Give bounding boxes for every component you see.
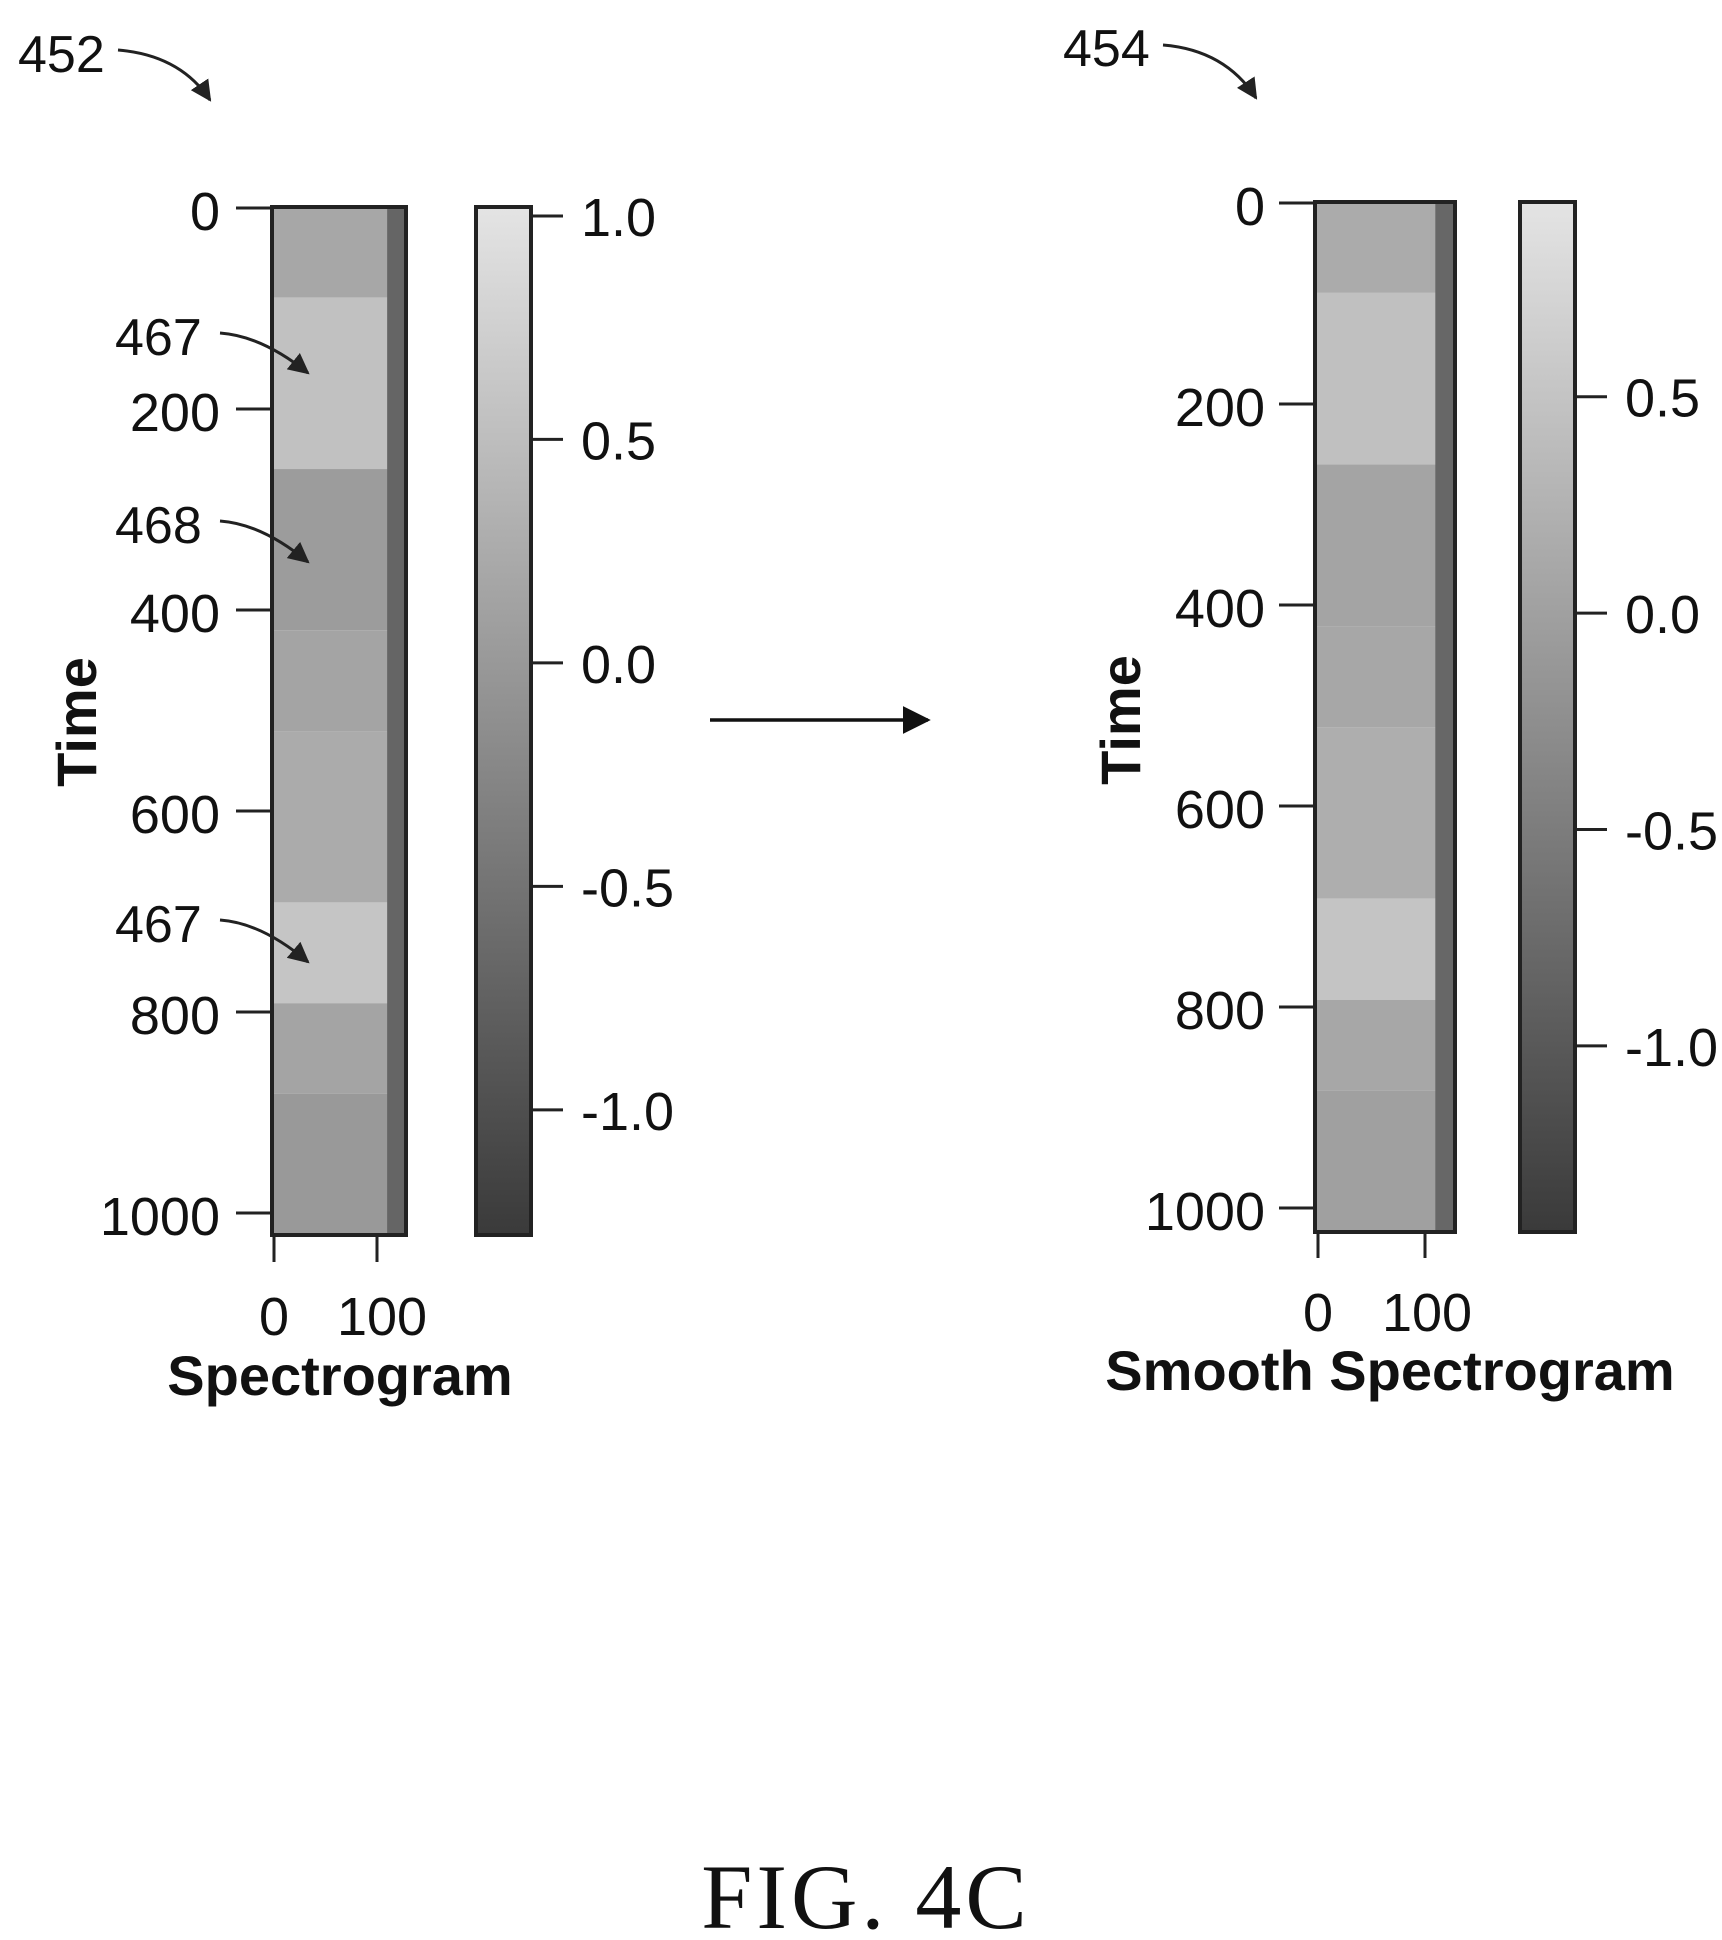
colorbar-tick-label: -1.0 (581, 1082, 674, 1142)
y-tick-label: 0 (190, 182, 220, 242)
annotation-label: 467 (115, 896, 202, 954)
y-tick-label: 800 (130, 986, 220, 1046)
colorbar-tick-label: 0.5 (1625, 369, 1700, 429)
heatmap-cell (272, 207, 406, 298)
colorbar-ticks: 0.5 0.0 -0.5 -1.0 (1575, 369, 1718, 1078)
heatmap-cell (1315, 898, 1455, 1000)
figure-ref-label: 454 (1063, 20, 1150, 78)
heatmap-cell (1315, 202, 1455, 293)
annotation-label: 468 (115, 497, 202, 555)
annotation-arrow (219, 331, 310, 375)
x-tick-label: 0 (1303, 1283, 1333, 1343)
figure-ref-label: 452 (18, 26, 105, 84)
y-axis-title: Time (45, 657, 108, 787)
colorbar-tick-label: 0.0 (1625, 585, 1700, 645)
annotation-arrow (219, 918, 310, 964)
y-tick-label: 1000 (100, 1187, 220, 1247)
colorbar-tick-label: 0.0 (581, 635, 656, 695)
colorbar-tick-label: -1.0 (1625, 1018, 1718, 1078)
annotation-label: 467 (115, 309, 202, 367)
colorbar-tick-label: -0.5 (1625, 802, 1718, 862)
heatmap-cell (272, 1093, 406, 1235)
y-axis-title: Time (1089, 655, 1152, 785)
heatmap-cell (1315, 292, 1455, 465)
heatmap-cell (1315, 999, 1455, 1091)
heatmap-cell (1315, 464, 1455, 627)
y-tick-label: 0 (1235, 177, 1265, 237)
heatmap-cell (1315, 626, 1455, 728)
x-tick-label: 0 (259, 1287, 289, 1347)
heatmap-cell (1435, 202, 1455, 1232)
heatmap-cell (1315, 727, 1455, 899)
spectrogram-panel: 452 0 200 400 600 800 1000 Time 0 100 Sp… (18, 26, 674, 1407)
y-tick-label: 600 (1175, 780, 1265, 840)
time-axis: 0 200 400 600 800 1000 Time (1089, 177, 1315, 1242)
x-tick-label: 100 (337, 1287, 427, 1347)
figure-caption: FIG. 4C (701, 1846, 1031, 1940)
smooth-spectrogram-plot-frame (1313, 200, 1457, 1234)
colorbar-ticks: 1.0 0.5 0.0 -0.5 -1.0 (531, 188, 674, 1142)
spectrogram-annotations: 467 468 467 (115, 309, 310, 964)
y-tick-label: 400 (1175, 579, 1265, 639)
figure-ref-arrow (1162, 43, 1258, 100)
colorbar-tick-label: 1.0 (581, 188, 656, 248)
colorbar-scale (474, 205, 533, 1237)
heatmap-cell (272, 297, 406, 470)
smooth-spectrogram-heatmap (1315, 202, 1455, 1232)
x-tick-label: 100 (1382, 1283, 1472, 1343)
annotation-arrow (219, 519, 310, 564)
colorbar-scale (1518, 200, 1577, 1234)
heatmap-cell (272, 630, 406, 732)
heatmap-cell (272, 902, 406, 1004)
heatmap-cell (1315, 1090, 1455, 1232)
x-axis-title: Spectrogram (167, 1344, 512, 1407)
colorbar: 0.5 0.0 -0.5 -1.0 (1518, 200, 1718, 1234)
y-tick-label: 400 (130, 584, 220, 644)
y-tick-label: 800 (1175, 981, 1265, 1041)
heatmap-cell (272, 731, 406, 903)
time-axis: 0 200 400 600 800 1000 Time (45, 182, 272, 1247)
frequency-axis: 0 100 Spectrogram (167, 1235, 513, 1407)
frequency-axis: 0 100 Smooth Spectrogram (1105, 1232, 1675, 1402)
colorbar: 1.0 0.5 0.0 -0.5 -1.0 (474, 188, 674, 1237)
spectrogram-heatmap (272, 207, 406, 1235)
y-tick-label: 200 (130, 383, 220, 443)
x-axis-title: Smooth Spectrogram (1105, 1339, 1674, 1402)
heatmap-cell (272, 1003, 406, 1094)
colorbar-tick-label: -0.5 (581, 858, 674, 918)
y-tick-label: 200 (1175, 378, 1265, 438)
figure-ref-arrow (117, 48, 212, 102)
y-tick-label: 600 (130, 785, 220, 845)
spectrogram-plot-frame (270, 205, 408, 1237)
heatmap-cell (387, 207, 406, 1235)
colorbar-tick-label: 0.5 (581, 411, 656, 471)
y-tick-label: 1000 (1145, 1182, 1265, 1242)
smooth-spectrogram-panel: 454 0 200 400 600 800 1000 Time 0 100 Sm… (1063, 20, 1718, 1402)
